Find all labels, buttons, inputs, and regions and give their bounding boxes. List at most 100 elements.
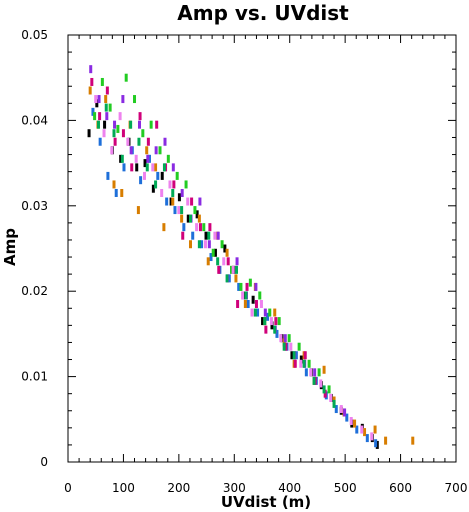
data-point xyxy=(375,440,379,449)
data-point xyxy=(169,197,173,206)
data-point xyxy=(93,112,97,121)
data-point xyxy=(160,188,164,197)
data-point xyxy=(97,95,101,104)
data-point xyxy=(162,163,166,172)
data-point xyxy=(319,379,323,388)
data-point xyxy=(282,338,286,347)
data-point xyxy=(303,351,307,360)
data-point xyxy=(121,95,125,104)
data-point xyxy=(191,231,195,240)
data-point xyxy=(119,154,123,163)
data-point xyxy=(98,112,102,121)
data-point xyxy=(116,124,120,133)
data-point xyxy=(160,171,164,180)
data-point xyxy=(171,197,175,206)
data-point xyxy=(235,265,239,274)
data-point xyxy=(172,180,176,189)
data-point xyxy=(181,231,185,240)
data-point xyxy=(108,103,112,112)
data-point xyxy=(151,163,155,172)
data-point xyxy=(100,77,104,86)
data-point xyxy=(104,95,108,104)
data-point xyxy=(294,351,298,360)
x-tick-label: 400 xyxy=(278,481,301,495)
data-point xyxy=(112,129,116,138)
data-point xyxy=(190,197,194,206)
data-point xyxy=(349,417,353,426)
data-point xyxy=(273,308,277,317)
data-point xyxy=(299,355,303,364)
data-point xyxy=(87,129,91,138)
data-point xyxy=(120,188,124,197)
data-point xyxy=(130,163,134,172)
data-point xyxy=(129,146,133,155)
data-point xyxy=(139,176,143,185)
data-point xyxy=(142,171,146,180)
data-point xyxy=(216,231,220,240)
data-point xyxy=(209,253,213,262)
data-point xyxy=(154,180,158,189)
data-point xyxy=(282,342,286,351)
data-point xyxy=(231,265,235,274)
data-point xyxy=(137,137,141,146)
data-point xyxy=(287,334,291,343)
data-point xyxy=(334,405,338,414)
data-point xyxy=(411,436,415,445)
x-tick-label: 600 xyxy=(389,481,412,495)
data-point xyxy=(166,154,170,163)
data-point xyxy=(105,86,109,95)
data-point xyxy=(302,359,306,368)
x-axis-label: UVdist (m) xyxy=(221,493,311,511)
data-point xyxy=(243,300,247,309)
data-point xyxy=(239,282,243,291)
x-tick-label: 100 xyxy=(112,481,135,495)
data-point xyxy=(270,321,274,330)
data-point xyxy=(147,154,151,163)
data-point xyxy=(158,146,162,155)
data-point xyxy=(95,99,99,108)
data-point xyxy=(259,300,263,309)
data-point xyxy=(141,129,145,138)
data-point xyxy=(263,308,267,317)
data-point xyxy=(365,434,369,443)
data-point xyxy=(292,351,296,360)
data-point xyxy=(171,188,175,197)
data-point xyxy=(208,223,212,232)
chart-title: Amp vs. UVdist xyxy=(177,1,349,25)
data-point xyxy=(105,112,109,121)
data-point xyxy=(222,257,226,266)
data-point xyxy=(293,359,297,368)
y-axis-label: Amp xyxy=(1,228,19,266)
data-point xyxy=(163,137,167,146)
data-point xyxy=(220,240,224,249)
data-point xyxy=(254,282,258,291)
data-point xyxy=(317,368,321,377)
data-point xyxy=(251,295,255,304)
data-point xyxy=(290,351,294,360)
data-point xyxy=(122,163,126,172)
data-point xyxy=(134,154,138,163)
data-point xyxy=(261,317,265,326)
data-point xyxy=(279,334,283,343)
data-point xyxy=(91,107,95,116)
data-point xyxy=(223,244,227,253)
data-point xyxy=(258,291,262,300)
data-point xyxy=(165,197,169,206)
data-point xyxy=(203,240,207,249)
data-point xyxy=(343,408,347,417)
data-point xyxy=(329,393,333,402)
data-point xyxy=(113,120,117,129)
data-point xyxy=(225,248,229,257)
data-point xyxy=(226,257,230,266)
data-point xyxy=(106,171,110,180)
data-point xyxy=(274,317,278,326)
data-point xyxy=(94,95,98,104)
data-point xyxy=(198,223,202,232)
data-point xyxy=(234,274,238,283)
data-point xyxy=(245,282,249,291)
data-point xyxy=(177,206,181,215)
data-point xyxy=(143,159,147,168)
data-point xyxy=(322,385,326,394)
data-point xyxy=(186,197,190,206)
data-point xyxy=(250,308,254,317)
